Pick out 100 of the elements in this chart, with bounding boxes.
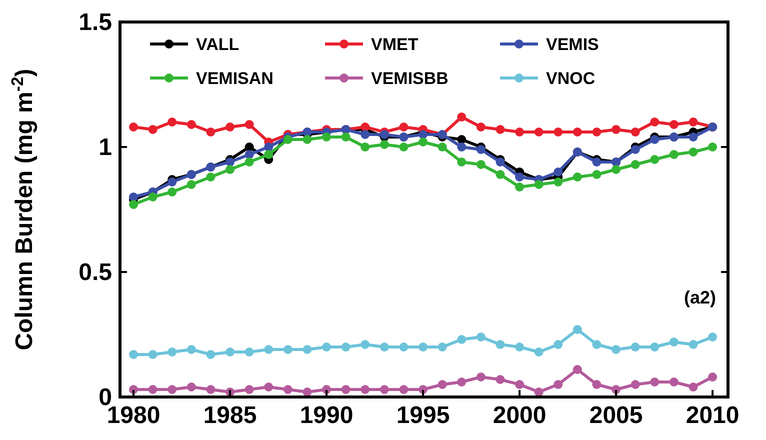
point	[534, 180, 544, 189]
point	[399, 122, 408, 132]
point	[244, 158, 254, 166]
point	[708, 332, 718, 342]
point	[554, 340, 563, 349]
point	[148, 385, 158, 394]
point	[302, 345, 312, 354]
point	[554, 380, 563, 389]
point	[322, 132, 332, 142]
point	[283, 385, 292, 394]
legend-label: VNOC	[546, 69, 596, 88]
x-tick-label: 1995	[396, 402, 450, 429]
point	[264, 150, 274, 159]
point	[302, 135, 312, 144]
point	[148, 350, 158, 359]
point	[341, 385, 350, 394]
point	[572, 325, 582, 334]
point	[438, 342, 447, 352]
point	[148, 125, 158, 134]
point	[476, 145, 486, 154]
x-tick-label: 2000	[492, 402, 546, 429]
point	[534, 128, 544, 136]
point	[650, 135, 660, 144]
point	[360, 340, 370, 349]
point	[168, 178, 177, 186]
point	[226, 348, 235, 356]
point	[476, 372, 486, 382]
point	[476, 160, 486, 169]
point	[554, 128, 563, 136]
x-tick-label: 2010	[686, 402, 740, 429]
legend-label: VALL	[196, 35, 240, 54]
point	[669, 338, 678, 346]
point	[206, 350, 216, 359]
point	[554, 168, 563, 176]
point	[496, 158, 505, 166]
point	[630, 145, 640, 154]
point	[496, 125, 505, 134]
point	[630, 380, 640, 389]
annotation: (a2)	[684, 287, 716, 308]
point	[496, 170, 505, 179]
point	[592, 170, 602, 179]
point	[688, 340, 698, 349]
point	[129, 122, 138, 132]
point	[186, 345, 196, 354]
point	[612, 165, 621, 174]
point	[360, 385, 370, 394]
point	[186, 382, 196, 392]
point	[244, 142, 254, 152]
point	[399, 142, 408, 152]
point	[244, 150, 254, 159]
point	[438, 380, 447, 389]
point	[360, 142, 370, 152]
point	[399, 385, 408, 394]
point	[630, 128, 640, 136]
point	[226, 158, 235, 166]
x-tick-label: 2005	[589, 402, 643, 429]
point	[612, 125, 621, 134]
point	[630, 160, 640, 169]
point	[457, 135, 466, 144]
point	[399, 342, 408, 352]
point	[283, 135, 292, 144]
point	[592, 158, 602, 166]
point	[457, 378, 466, 386]
point	[515, 172, 524, 182]
point	[206, 385, 216, 394]
y-tick-label: 1	[98, 134, 112, 161]
point	[669, 378, 678, 386]
point	[380, 130, 389, 139]
point	[168, 188, 177, 196]
point	[206, 172, 216, 182]
point	[360, 130, 370, 139]
point	[129, 350, 138, 359]
legend-label: VEMIS	[546, 35, 599, 54]
point	[302, 388, 312, 396]
point	[688, 382, 698, 392]
point	[592, 340, 602, 349]
point	[186, 180, 196, 189]
point	[457, 142, 466, 152]
point	[168, 118, 177, 126]
point	[438, 142, 447, 152]
point	[572, 172, 582, 182]
point	[264, 382, 274, 392]
point	[380, 342, 389, 352]
point	[244, 120, 254, 129]
point	[612, 345, 621, 354]
point	[688, 118, 698, 126]
point	[630, 342, 640, 352]
y-tick-label: 0.5	[78, 259, 112, 286]
point	[168, 348, 177, 356]
point	[457, 112, 466, 122]
legend-label: VEMISAN	[196, 69, 274, 88]
y-tick-label: 1.5	[78, 9, 112, 36]
point	[457, 335, 466, 344]
point	[129, 192, 138, 202]
point	[650, 155, 660, 164]
point	[592, 128, 602, 136]
x-tick-label: 1985	[203, 402, 257, 429]
point	[688, 148, 698, 156]
point	[650, 342, 660, 352]
point	[515, 342, 524, 352]
